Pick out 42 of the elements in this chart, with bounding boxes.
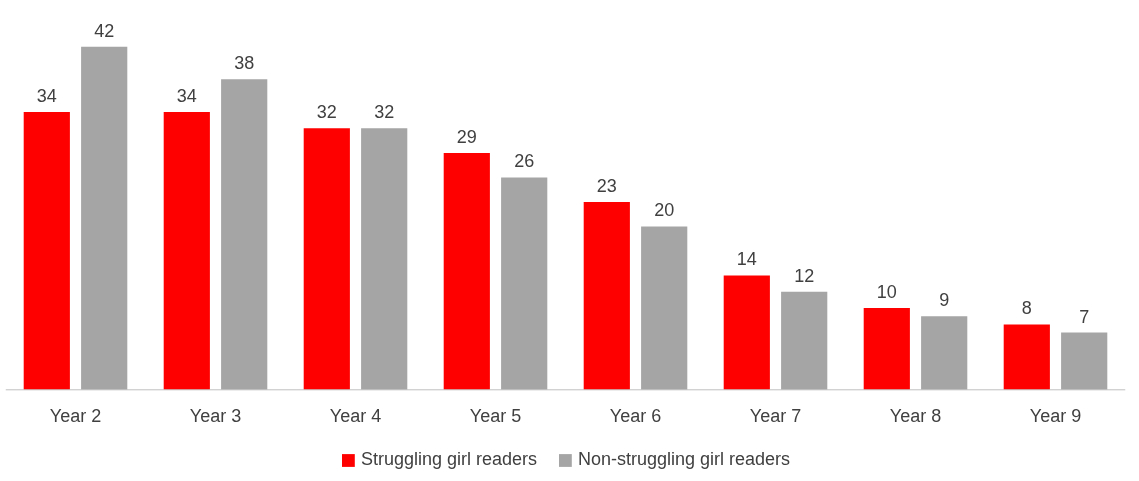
bar	[23, 112, 70, 390]
bar	[361, 128, 408, 390]
bar	[1061, 332, 1108, 390]
x-tick-label: Year 4	[329, 405, 382, 426]
legend-label: Struggling girl readers	[360, 449, 537, 470]
bar	[641, 226, 688, 390]
bar	[583, 201, 630, 390]
data-label: 32	[374, 102, 395, 123]
data-label: 34	[176, 86, 197, 107]
bar	[863, 308, 910, 390]
data-label: 42	[94, 20, 115, 41]
legend-label: Non-struggling girl readers	[577, 449, 791, 470]
bar	[781, 291, 828, 390]
data-label: 8	[1021, 298, 1032, 319]
x-tick-label: Year 2	[49, 405, 102, 426]
data-label: 14	[736, 249, 757, 270]
data-label: 34	[36, 86, 57, 107]
x-tick-label: Year 8	[889, 405, 942, 426]
bar	[723, 275, 770, 390]
bar	[303, 128, 350, 390]
data-label: 10	[876, 282, 897, 303]
bar	[443, 152, 490, 390]
x-tick-label: Year 3	[189, 405, 242, 426]
bar	[221, 79, 268, 390]
x-tick-label: Year 9	[1029, 405, 1082, 426]
data-label: 20	[654, 200, 675, 221]
bar	[163, 112, 210, 390]
x-tick-label: Year 5	[469, 405, 522, 426]
data-label: 29	[456, 126, 477, 147]
bar	[921, 316, 968, 390]
data-label: 23	[596, 175, 617, 196]
x-tick-label: Year 7	[749, 405, 802, 426]
data-label: 38	[234, 53, 255, 74]
data-label: 7	[1079, 306, 1090, 327]
bar	[501, 177, 548, 390]
bar	[81, 46, 128, 390]
data-label: 26	[514, 151, 535, 172]
data-label: 32	[316, 102, 337, 123]
x-tick-label: Year 6	[609, 405, 662, 426]
bar	[1003, 324, 1050, 390]
data-label: 9	[939, 290, 950, 311]
data-label: 12	[794, 265, 815, 286]
